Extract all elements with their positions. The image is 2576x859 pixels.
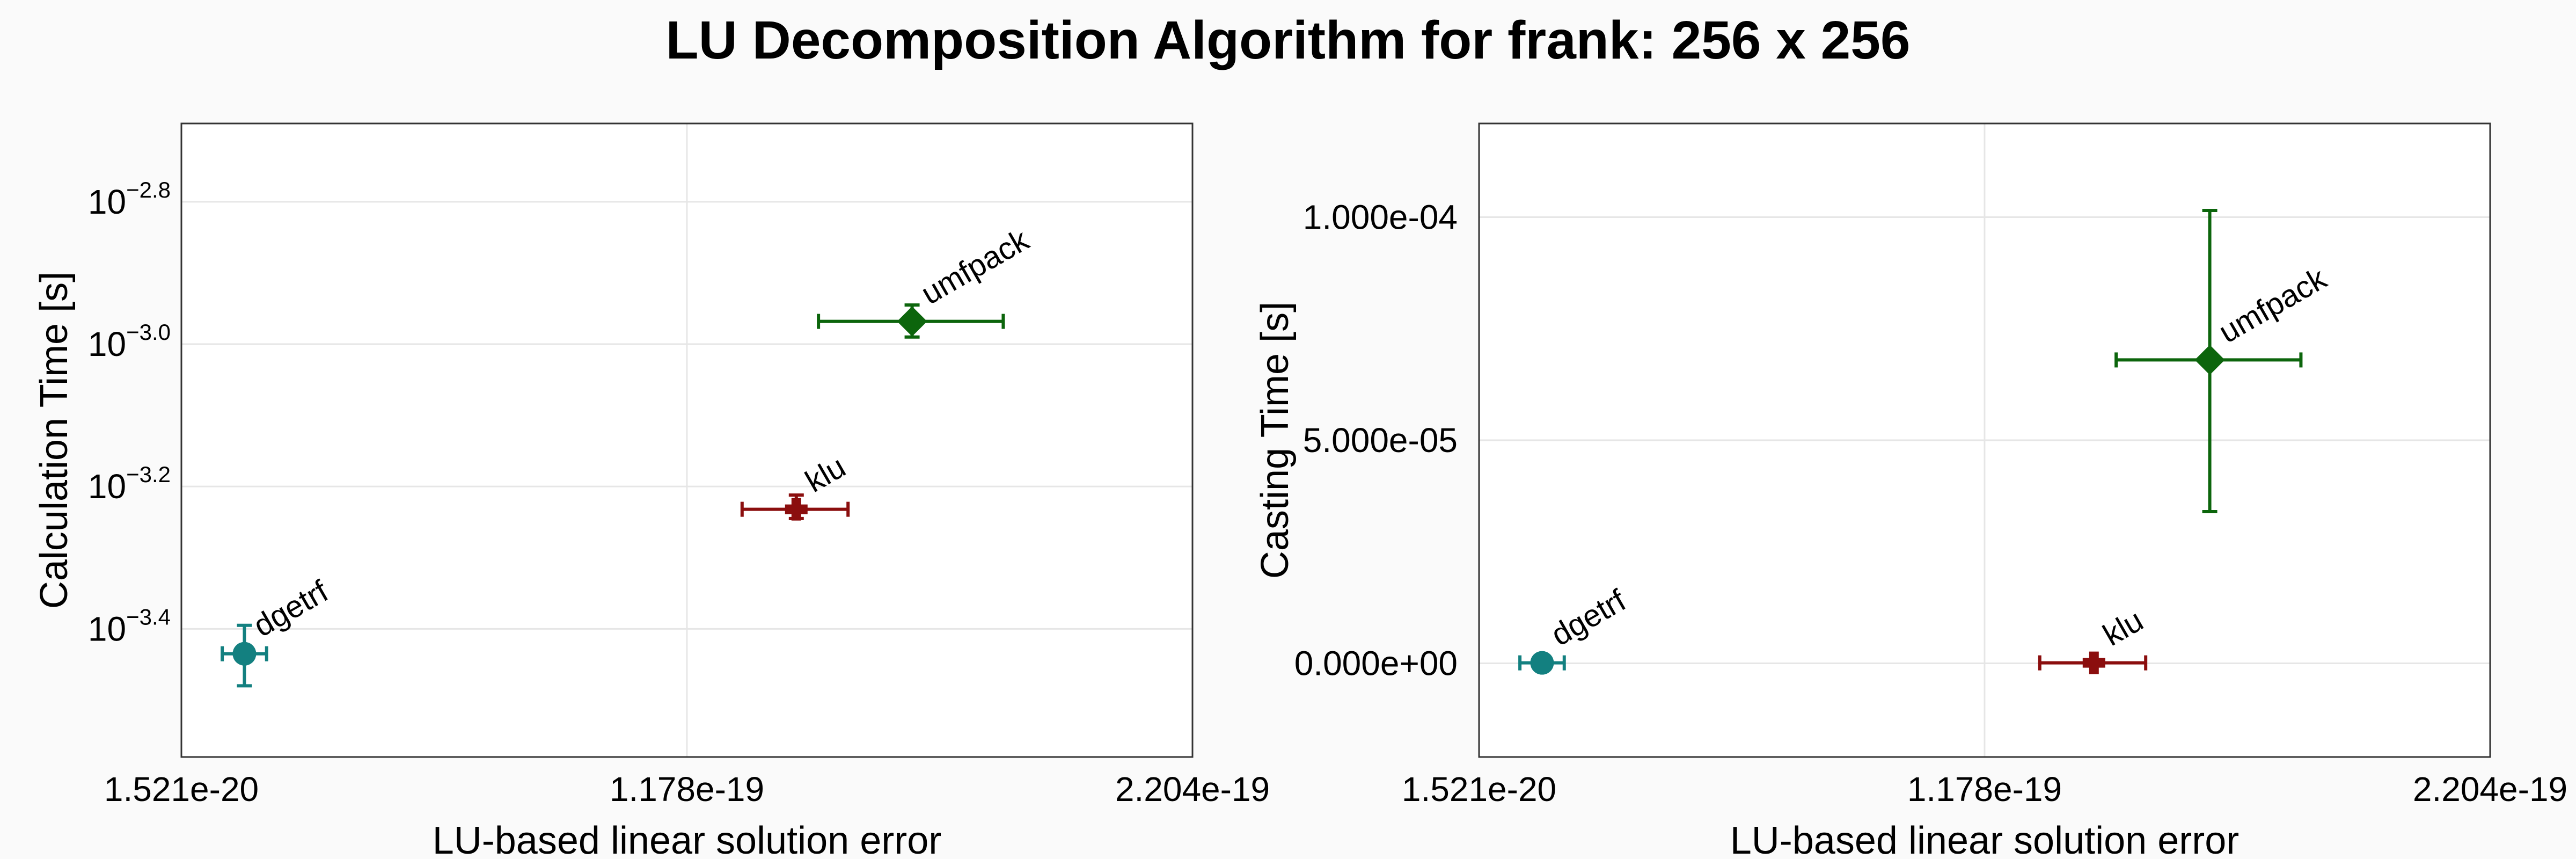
cross-marker [2082,651,2105,674]
y-tick-label: 1.000e-04 [1303,198,1458,237]
y-axis-label: Casting Time [s] [1254,302,1297,579]
x-axis-label: LU-based linear solution error [1730,819,2239,859]
circle-marker [232,642,257,666]
chart-panel-1: 1.521e-20 1.178e-19 2.204e-19 10−2.8 10−3.0 1… [33,122,1270,859]
cross-marker [785,498,808,521]
y-axis-label: Calculation Time [s] [33,272,76,609]
x-tick-label: 1.521e-20 [1402,770,1556,809]
x-tick-label: 1.178e-19 [1907,770,2062,809]
x-tick-label: 2.204e-19 [1115,770,1270,809]
x-tick-label: 1.178e-19 [610,770,764,809]
x-tick-label: 1.521e-20 [104,770,259,809]
page-title: LU Decomposition Algorithm for frank: 25… [665,10,1911,70]
y-tick-label: 10−2.8 [88,177,171,221]
y-tick-label: 5.000e-05 [1303,421,1458,460]
x-tick-label: 2.204e-19 [2413,770,2567,809]
y-tick-label: 0.000e+00 [1294,644,1458,682]
diamond-marker [897,306,927,337]
plot-frame [1478,122,2491,758]
x-axis-label: LU-based linear solution error [433,819,941,859]
diamond-marker [2194,345,2225,375]
circle-marker [1530,651,1554,675]
chart-panel-2: 1.521e-20 1.178e-19 2.204e-19 0.000e+00 5.00… [1254,122,2567,859]
y-tick-label: 10−3.4 [88,604,171,648]
y-tick-label: 10−3.2 [88,462,171,506]
y-tick-label: 10−3.0 [88,319,171,363]
plot-frame [180,122,1194,758]
